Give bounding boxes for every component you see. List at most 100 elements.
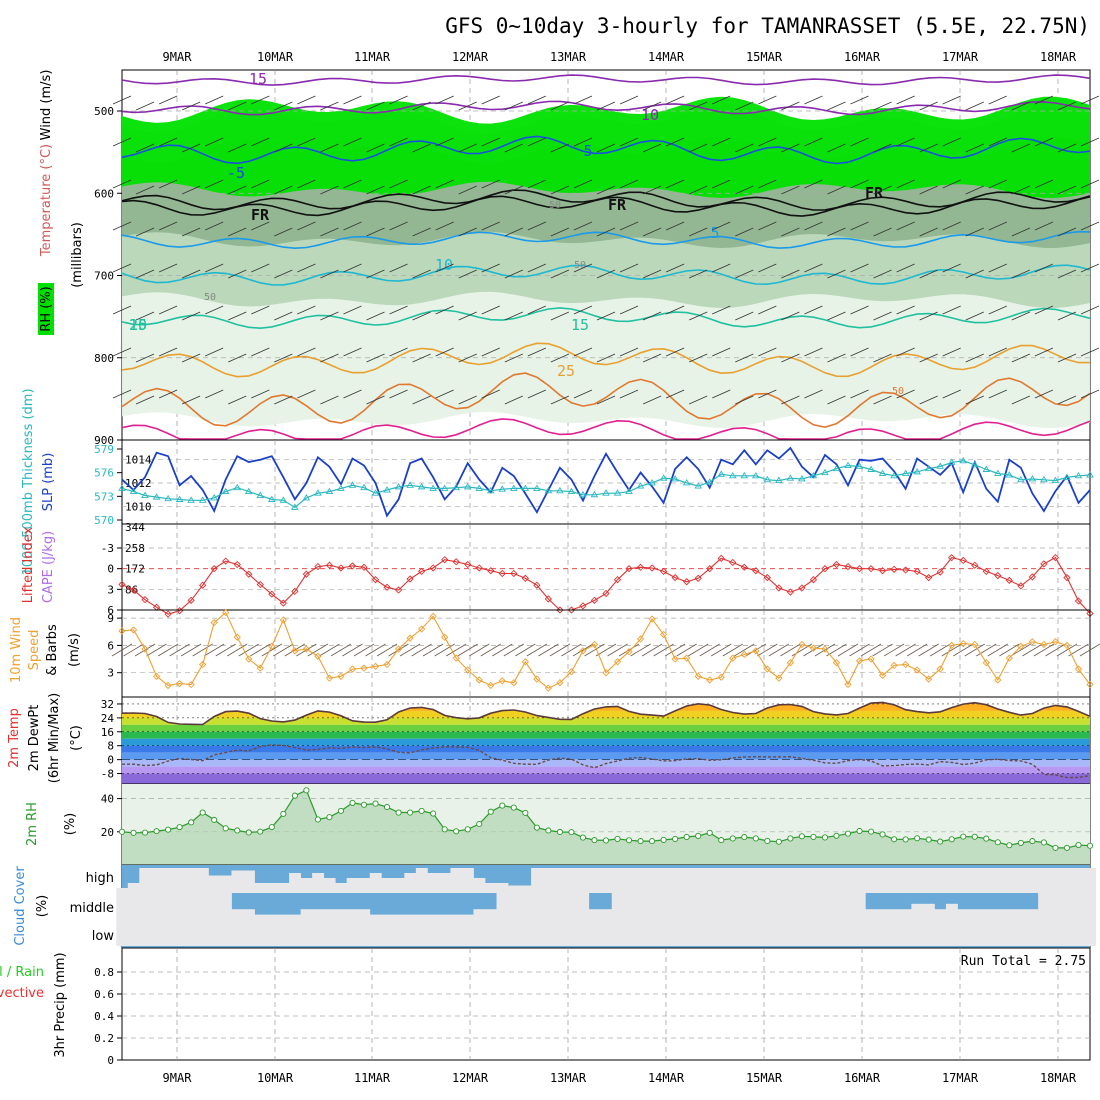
thickness-570-label: 570 — [94, 514, 114, 527]
upper-wind-barb — [919, 395, 938, 405]
rh-ylabel-2: (%) — [63, 813, 78, 836]
cloud-high-gap-83 — [1072, 868, 1085, 893]
cloud-high-gap-23 — [381, 878, 394, 893]
cloud-low-gap-49 — [680, 920, 693, 946]
wind-barb-22 — [365, 643, 386, 657]
upper-wind-barb — [274, 185, 293, 195]
upper-wind-barb — [458, 311, 477, 321]
upper-wind-barb — [665, 221, 685, 231]
thickness-point-14 — [279, 496, 288, 503]
rh-point-34 — [510, 804, 517, 811]
cloud-low-gap-53 — [727, 920, 739, 946]
upper-wind-barb — [850, 179, 869, 189]
cloud-low-gap-43 — [611, 920, 624, 946]
wind-barb-66 — [872, 643, 893, 657]
rh-point-15 — [291, 792, 298, 799]
wind-speed-point-27 — [429, 612, 437, 620]
wind-speed-point-14 — [279, 616, 287, 624]
upper-wind-barb — [412, 227, 431, 237]
thickness-point-37 — [544, 486, 553, 494]
lifted--3-label: -3 — [101, 542, 114, 555]
cloud-low-gap-47 — [657, 920, 670, 946]
thickness-point-34 — [510, 484, 518, 491]
thickness-point-36 — [533, 484, 541, 491]
wind-barb-35 — [515, 643, 536, 657]
thickness-point-47 — [659, 474, 668, 481]
cloud-high-gap-16 — [300, 878, 313, 893]
wind-barb-56 — [757, 643, 778, 657]
upper-wind-barb — [343, 263, 362, 273]
thickness-point-18 — [325, 487, 334, 495]
upper-wind-barb — [1011, 227, 1031, 237]
cloud-middle-gap-57 — [773, 893, 786, 920]
upper-wind-barb — [412, 395, 431, 405]
contour-label-13: 25 — [557, 362, 575, 380]
cloud-low-gap-63 — [842, 920, 855, 946]
cloud-high-gap-46 — [646, 868, 659, 893]
upper-wind-barb — [366, 227, 385, 237]
wind-barb-41 — [584, 643, 605, 657]
rh-point-51 — [706, 829, 713, 836]
upper-wind-barb — [205, 347, 224, 357]
upper-wind-barb — [596, 311, 616, 321]
cloud-middle-gap-63 — [842, 893, 855, 920]
lifted-point-56 — [763, 573, 771, 582]
cloud-middle-gap-68 — [899, 909, 912, 920]
cloud-middle-gap-74 — [969, 909, 981, 920]
upper-wind-barb — [458, 353, 477, 363]
upper-wind-barb — [135, 311, 155, 321]
wind-barb-13 — [261, 643, 283, 657]
precip-frame — [121, 947, 1091, 1061]
upper-wind-barb — [965, 143, 984, 153]
thickness-point-2 — [141, 491, 149, 498]
contour-label-6: FR — [865, 184, 884, 202]
temp-ylabel-4: (°C) — [69, 725, 84, 751]
upper-wind-barb — [1011, 353, 1031, 363]
lifted-point-43 — [613, 576, 622, 584]
bottom-date-18MAR: 18MAR — [1040, 1071, 1077, 1085]
rh-point-54 — [741, 834, 748, 841]
lifted-point-40 — [579, 602, 587, 610]
cloud-high-gap-39 — [565, 868, 578, 893]
rh-ylabel-1: 2m RH — [25, 802, 40, 846]
cloud-middle-gap-27 — [427, 914, 440, 920]
upper-wind-barb — [504, 227, 523, 237]
thickness-point-38 — [556, 486, 564, 494]
thickness-point-28 — [440, 484, 449, 491]
upper-wind-barb — [389, 221, 408, 231]
upper-wind-barb — [1057, 311, 1077, 321]
upper-wind-barb — [689, 269, 708, 279]
upper-wind-barb — [850, 95, 869, 105]
upper-wind-barb — [1057, 395, 1077, 405]
wind-speed-point-35 — [521, 658, 529, 666]
wind-speed-point-23 — [383, 660, 391, 669]
cloud-middle-gap-66 — [876, 909, 889, 920]
cloud-middle-gap-71 — [934, 909, 947, 920]
temp-band-2 — [122, 710, 1090, 718]
thickness-point-41 — [590, 490, 599, 498]
temp-band-4 — [122, 724, 1090, 732]
wind-barb-26 — [411, 643, 432, 657]
cloud-low-gap-57 — [773, 920, 786, 946]
rh-point-38 — [556, 828, 563, 836]
lifted-point-60 — [809, 576, 818, 584]
wind-barb-60 — [803, 643, 824, 657]
upper-wind-barb — [689, 143, 708, 153]
upper-wind-barb — [781, 185, 800, 195]
cloud-low-gap-58 — [784, 920, 797, 946]
wind-ylabel-4: (m/s) — [67, 633, 82, 667]
wind-speed-point-58 — [786, 659, 795, 667]
upper-wind-barb — [412, 311, 431, 321]
upper-wind-barb — [481, 389, 500, 399]
rh-point-84 — [1086, 842, 1094, 849]
upper-wind-barb — [781, 143, 800, 153]
cloud-row-high: high — [86, 871, 114, 886]
rh-point-49 — [683, 833, 690, 840]
upper-wind-barb — [112, 389, 132, 399]
cloud-low-gap-18 — [323, 920, 336, 946]
contour-label-0: 15 — [249, 70, 267, 88]
cloud-middle-gap-13 — [266, 914, 278, 920]
upper-wind-barb — [619, 389, 639, 399]
wind-barb-29 — [445, 643, 467, 657]
cloud-high-gap-65 — [865, 868, 878, 893]
